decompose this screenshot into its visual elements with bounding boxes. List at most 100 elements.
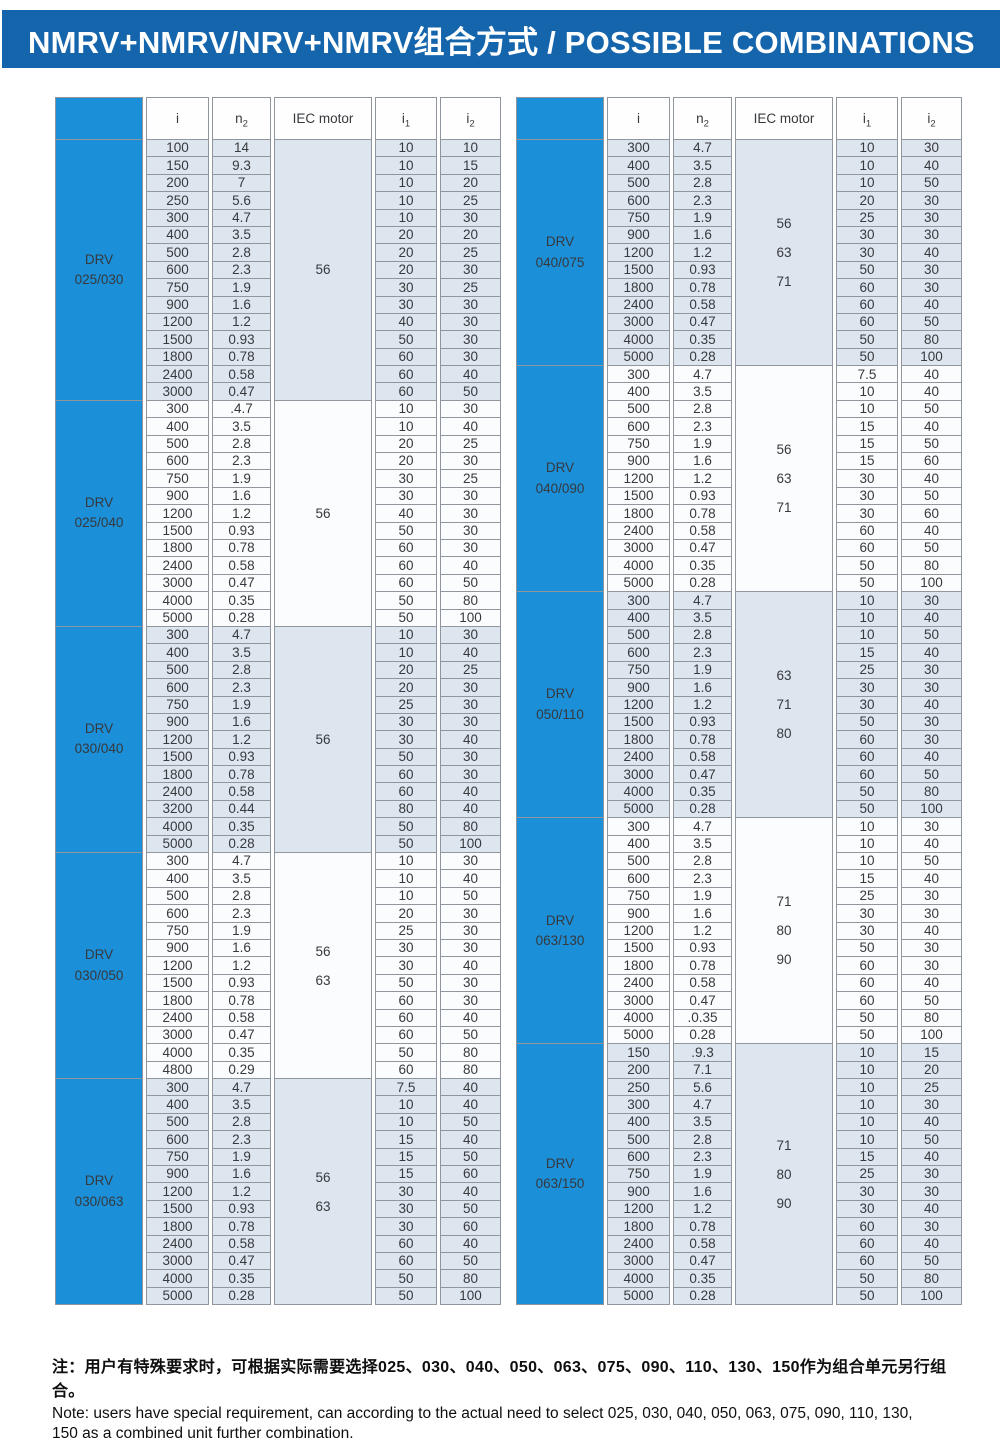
group-label-line: 050/110 <box>536 706 584 722</box>
cell-i: 4000 <box>607 330 670 349</box>
cell-n2: 1.6 <box>212 295 271 314</box>
cell-i: 300 <box>607 365 670 384</box>
cell-n2: 0.28 <box>673 1025 732 1045</box>
cell-i1: 50 <box>836 712 898 732</box>
iec-motor-cell: 71 80 90 <box>735 817 833 1045</box>
cell-i2: 50 <box>901 486 962 506</box>
cell-i1: 25 <box>836 886 898 906</box>
cell-i: 600 <box>607 1147 670 1167</box>
cell-i: 1500 <box>607 260 670 280</box>
cell-i2: 30 <box>440 330 501 349</box>
table-row: 4000 0.35 50 80 <box>517 556 962 575</box>
column-gap <box>271 609 275 626</box>
cell-i2: 40 <box>901 643 962 662</box>
cell-i: 4000 <box>146 591 209 610</box>
table-row: 1500 0.93 50 30 <box>517 712 962 732</box>
column-gap <box>271 1044 275 1061</box>
column-gap <box>271 331 275 348</box>
table-row: 3000 0.47 60 50 <box>56 1251 501 1271</box>
column-gap <box>732 1235 736 1252</box>
col-header-i2: i2 <box>440 97 501 140</box>
table-row: 600 2.3 15 40 <box>56 1130 501 1149</box>
cell-n2: 1.2 <box>673 243 732 262</box>
cell-i2: 30 <box>440 765 501 784</box>
cell-n2: 5.6 <box>673 1078 732 1097</box>
cell-i2: 40 <box>901 747 962 767</box>
table-row: 5000 0.28 50 100 <box>56 1286 501 1306</box>
cell-n2: 3.5 <box>673 834 732 854</box>
group-label-line: 025/030 <box>74 271 124 287</box>
cell-i2: 50 <box>440 382 501 401</box>
group-label: DRV 040/090 <box>516 365 604 593</box>
column-gap <box>271 1287 275 1304</box>
group-label-line: DRV <box>545 1155 575 1171</box>
table-row: DRV 030/063 300 4.7 56 63 7.5 40 <box>55 1078 501 1306</box>
table-row: 5000 0.28 50 100 <box>517 1286 962 1306</box>
table-row: 2400 0.58 60 40 <box>56 365 501 384</box>
cell-i: 1200 <box>607 921 670 940</box>
cell-i1: 10 <box>836 399 898 419</box>
cell-n2: 4.7 <box>673 365 732 384</box>
cell-i1: 30 <box>375 938 437 958</box>
iec-motor-cell: 56 <box>274 625 372 854</box>
cell-i: 900 <box>607 904 670 923</box>
cell-n2: 2.8 <box>212 434 271 454</box>
cell-i2: 30 <box>901 1182 962 1201</box>
col-header-n2: n2 <box>212 97 271 140</box>
cell-n2: 1.9 <box>212 278 271 297</box>
cell-n2: 0.28 <box>212 1286 271 1306</box>
cell-i1: 15 <box>836 643 898 662</box>
cell-n2: 0.35 <box>212 591 271 610</box>
cell-i2: 80 <box>440 1269 501 1288</box>
cell-i2: 30 <box>901 208 962 227</box>
cell-i1: 10 <box>836 156 898 175</box>
table-row: 900 1.6 30 30 <box>56 938 501 958</box>
col-header-i1: i1 <box>375 97 437 140</box>
table-row: 1500 0.93 50 30 <box>56 973 501 993</box>
cell-n2: 1.9 <box>212 469 271 488</box>
cell-i: 600 <box>146 678 209 697</box>
column-gap <box>732 1096 736 1113</box>
table-row: 900 1.6 30 30 <box>517 678 962 697</box>
cell-n2: 14 <box>212 138 271 158</box>
cell-i1: 10 <box>375 869 437 888</box>
cell-i: 1500 <box>607 712 670 732</box>
cell-n2: 3.5 <box>673 382 732 401</box>
column-gap <box>271 1253 275 1270</box>
table-row: 900 1.6 30 30 <box>56 486 501 506</box>
cell-i2: 30 <box>901 1165 962 1184</box>
table-row: 750 1.9 25 30 <box>517 1165 962 1184</box>
cell-i2: 20 <box>440 173 501 193</box>
column-gap <box>732 1253 736 1270</box>
cell-n2: 2.8 <box>212 243 271 262</box>
cell-i1: 10 <box>836 834 898 854</box>
cell-i2: 50 <box>901 1251 962 1271</box>
cell-i2: 30 <box>440 538 501 558</box>
column-gap <box>271 818 275 835</box>
cell-i: 300 <box>146 208 209 227</box>
header-row: i n2 IEC motor i1 i2 <box>516 97 962 140</box>
cell-i1: 30 <box>375 1182 437 1201</box>
cell-i1: 60 <box>375 1234 437 1254</box>
column-gap <box>732 313 736 330</box>
group-label: DRV 030/063 <box>55 1078 143 1306</box>
cell-i: 1500 <box>607 486 670 506</box>
cell-i1: 60 <box>836 1234 898 1254</box>
table-row: 750 1.9 15 50 <box>517 434 962 454</box>
table-row: 900 1.6 30 30 <box>56 295 501 314</box>
cell-i2: 40 <box>440 1130 501 1149</box>
cell-i2: 50 <box>901 312 962 332</box>
table-row: 1800 0.78 60 30 <box>56 991 501 1010</box>
cell-i2: 40 <box>901 1147 962 1167</box>
cell-i2: 40 <box>901 1199 962 1219</box>
cell-i2: 30 <box>901 278 962 297</box>
cell-i2: 60 <box>901 504 962 523</box>
column-gap <box>732 296 736 313</box>
cell-i1: 30 <box>375 712 437 732</box>
cell-i: 4000 <box>607 556 670 575</box>
cell-i2: 30 <box>440 852 501 871</box>
cell-i1: 10 <box>375 1095 437 1114</box>
cell-i1: 50 <box>375 747 437 767</box>
table-row: 500 2.8 20 25 <box>56 434 501 454</box>
cell-i: 2400 <box>607 521 670 540</box>
